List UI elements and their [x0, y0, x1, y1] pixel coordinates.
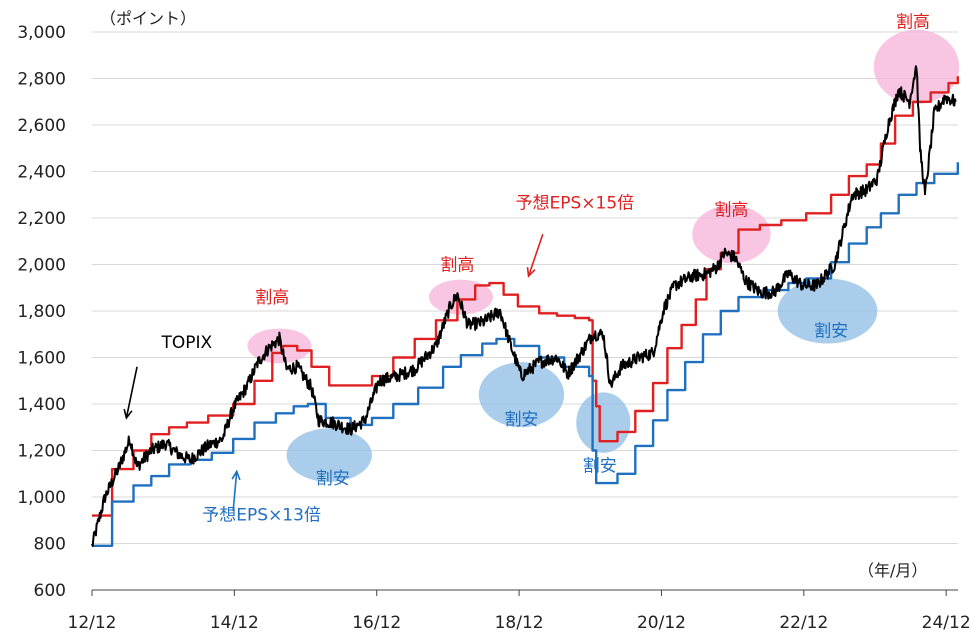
x-tick-label: 18/12: [495, 613, 544, 633]
undervalued-label: 割安: [583, 456, 617, 476]
y-tick-label: 2,200: [17, 209, 66, 229]
x-tick-label: 20/12: [637, 613, 686, 633]
arrow-head: [526, 267, 536, 278]
y-tick-label: 2,600: [17, 116, 66, 136]
y-tick-label: 3,000: [17, 23, 66, 43]
x-tick-label: 16/12: [352, 613, 401, 633]
series-line-2: [92, 162, 959, 547]
y-tick-label: 1,200: [17, 442, 66, 462]
undervalued-label: 割安: [316, 469, 350, 489]
y-tick-label: 1,400: [17, 395, 66, 415]
undervalued-highlight: [286, 428, 372, 482]
overvalued-label: 割高: [714, 201, 748, 221]
series-lines: [91, 65, 959, 547]
y-tick-label: 2,000: [17, 256, 66, 276]
x-tick-label: 24/12: [922, 613, 970, 633]
series-label: TOPIX: [161, 333, 213, 353]
y-tick-label: 2,400: [17, 163, 66, 183]
overvalued-highlight: [428, 279, 493, 315]
y-tick-label: 600: [34, 581, 66, 601]
series-label-arrow: [527, 234, 544, 277]
undervalued-label: 割安: [814, 322, 848, 342]
x-tick-label: 12/12: [68, 613, 117, 633]
y-axis-unit-label: （ポイント）: [100, 9, 196, 28]
series-label: 予想EPS×13倍: [202, 505, 321, 525]
y-tick-label: 2,800: [17, 70, 66, 90]
undervalued-label: 割安: [504, 410, 538, 430]
x-tick-label: 22/12: [779, 613, 828, 633]
series-label-arrow: [125, 366, 138, 419]
y-tick-label: 1,600: [17, 349, 66, 369]
series-label-arrow: [232, 471, 238, 512]
x-axis-unit-label: （年/月）: [858, 561, 927, 580]
undervalued-highlight: [777, 278, 878, 344]
axes: 600 800 1,000 1,200 1,400 1,600 1,800 2,000 2,20…: [17, 23, 970, 633]
undervalued-highlight: [576, 392, 631, 453]
x-tick-label: 14/12: [210, 613, 259, 633]
series-line-0: [91, 65, 957, 547]
overvalued-label: 割高: [255, 288, 289, 308]
arrow-head: [123, 409, 133, 420]
y-tick-label: 800: [34, 535, 66, 555]
undervalued-highlight: [478, 362, 565, 428]
y-tick-label: 1,000: [17, 488, 66, 508]
overvalued-label: 割高: [440, 255, 474, 275]
overvalued-label: 割高: [896, 12, 930, 32]
overvalued-highlight: [692, 205, 771, 264]
series-line-1: [92, 76, 959, 517]
arrow-head: [231, 469, 241, 481]
series-label: 予想EPS×15倍: [515, 194, 634, 214]
y-tick-label: 1,800: [17, 302, 66, 322]
valuation-highlights: [247, 29, 960, 482]
